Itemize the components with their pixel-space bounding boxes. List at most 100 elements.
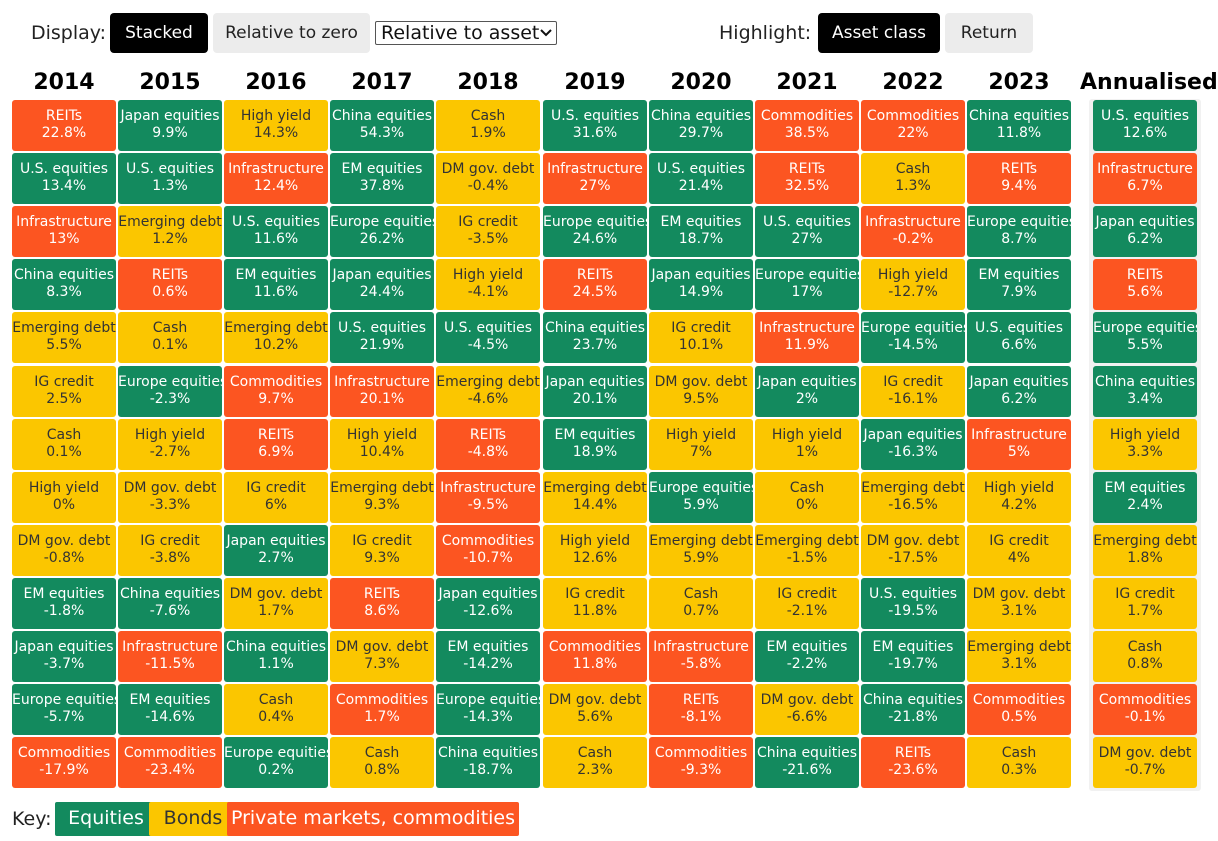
- cell-2014-u-s-equities[interactable]: U.S. equities 13.4%: [12, 153, 116, 204]
- cell-2019-dm-gov-debt[interactable]: DM gov. debt 5.6%: [543, 684, 647, 735]
- cell-2022-japan-equities[interactable]: Japan equities -16.3%: [861, 419, 965, 470]
- cell-2016-ig-credit[interactable]: IG credit 6%: [224, 472, 328, 523]
- stacked-button[interactable]: Stacked: [110, 13, 208, 53]
- cell-2022-china-equities[interactable]: China equities -21.8%: [861, 684, 965, 735]
- cell-2017-high-yield[interactable]: High yield 10.4%: [330, 419, 434, 470]
- cell-2022-dm-gov-debt[interactable]: DM gov. debt -17.5%: [861, 525, 965, 576]
- cell-annualised-japan-equities[interactable]: Japan equities 6.2%: [1093, 206, 1197, 257]
- cell-annualised-reits[interactable]: REITs 5.6%: [1093, 259, 1197, 310]
- cell-annualised-high-yield[interactable]: High yield 3.3%: [1093, 419, 1197, 470]
- cell-2021-high-yield[interactable]: High yield 1%: [755, 419, 859, 470]
- cell-2014-cash[interactable]: Cash 0.1%: [12, 419, 116, 470]
- cell-2021-reits[interactable]: REITs 32.5%: [755, 153, 859, 204]
- cell-2017-u-s-equities[interactable]: U.S. equities 21.9%: [330, 312, 434, 363]
- cell-2023-ig-credit[interactable]: IG credit 4%: [967, 525, 1071, 576]
- cell-2022-europe-equities[interactable]: Europe equities -14.5%: [861, 312, 965, 363]
- cell-2021-dm-gov-debt[interactable]: DM gov. debt -6.6%: [755, 684, 859, 735]
- cell-2020-em-equities[interactable]: EM equities 18.7%: [649, 206, 753, 257]
- cell-2018-high-yield[interactable]: High yield -4.1%: [436, 259, 540, 310]
- cell-2018-infrastructure[interactable]: Infrastructure -9.5%: [436, 472, 540, 523]
- cell-2016-cash[interactable]: Cash 0.4%: [224, 684, 328, 735]
- cell-2022-high-yield[interactable]: High yield -12.7%: [861, 259, 965, 310]
- cell-2015-reits[interactable]: REITs 0.6%: [118, 259, 222, 310]
- cell-2015-ig-credit[interactable]: IG credit -3.8%: [118, 525, 222, 576]
- cell-2022-infrastructure[interactable]: Infrastructure -0.2%: [861, 206, 965, 257]
- cell-2019-high-yield[interactable]: High yield 12.6%: [543, 525, 647, 576]
- cell-2014-emerging-debt[interactable]: Emerging debt 5.5%: [12, 312, 116, 363]
- cell-2014-em-equities[interactable]: EM equities -1.8%: [12, 578, 116, 629]
- cell-2022-emerging-debt[interactable]: Emerging debt -16.5%: [861, 472, 965, 523]
- cell-2016-dm-gov-debt[interactable]: DM gov. debt 1.7%: [224, 578, 328, 629]
- cell-annualised-europe-equities[interactable]: Europe equities 5.5%: [1093, 312, 1197, 363]
- cell-2018-u-s-equities[interactable]: U.S. equities -4.5%: [436, 312, 540, 363]
- cell-2016-japan-equities[interactable]: Japan equities 2.7%: [224, 525, 328, 576]
- cell-2018-china-equities[interactable]: China equities -18.7%: [436, 737, 540, 788]
- cell-2022-u-s-equities[interactable]: U.S. equities -19.5%: [861, 578, 965, 629]
- cell-2022-commodities[interactable]: Commodities 22%: [861, 100, 965, 151]
- cell-2017-cash[interactable]: Cash 0.8%: [330, 737, 434, 788]
- cell-2023-dm-gov-debt[interactable]: DM gov. debt 3.1%: [967, 578, 1071, 629]
- cell-2017-dm-gov-debt[interactable]: DM gov. debt 7.3%: [330, 631, 434, 682]
- asset-class-button[interactable]: Asset class: [818, 13, 940, 53]
- cell-2019-u-s-equities[interactable]: U.S. equities 31.6%: [543, 100, 647, 151]
- cell-2023-china-equities[interactable]: China equities 11.8%: [967, 100, 1071, 151]
- cell-2021-china-equities[interactable]: China equities -21.6%: [755, 737, 859, 788]
- cell-2015-cash[interactable]: Cash 0.1%: [118, 312, 222, 363]
- cell-2018-em-equities[interactable]: EM equities -14.2%: [436, 631, 540, 682]
- cell-2023-emerging-debt[interactable]: Emerging debt 3.1%: [967, 631, 1071, 682]
- cell-2023-commodities[interactable]: Commodities 0.5%: [967, 684, 1071, 735]
- cell-2015-europe-equities[interactable]: Europe equities -2.3%: [118, 366, 222, 417]
- cell-2014-reits[interactable]: REITs 22.8%: [12, 100, 116, 151]
- cell-2020-commodities[interactable]: Commodities -9.3%: [649, 737, 753, 788]
- cell-2023-high-yield[interactable]: High yield 4.2%: [967, 472, 1071, 523]
- cell-2015-u-s-equities[interactable]: U.S. equities 1.3%: [118, 153, 222, 204]
- cell-2022-reits[interactable]: REITs -23.6%: [861, 737, 965, 788]
- cell-2019-reits[interactable]: REITs 24.5%: [543, 259, 647, 310]
- cell-2018-japan-equities[interactable]: Japan equities -12.6%: [436, 578, 540, 629]
- cell-2020-emerging-debt[interactable]: Emerging debt 5.9%: [649, 525, 753, 576]
- cell-annualised-emerging-debt[interactable]: Emerging debt 1.8%: [1093, 525, 1197, 576]
- cell-2019-china-equities[interactable]: China equities 23.7%: [543, 312, 647, 363]
- cell-2015-high-yield[interactable]: High yield -2.7%: [118, 419, 222, 470]
- cell-2017-japan-equities[interactable]: Japan equities 24.4%: [330, 259, 434, 310]
- cell-2017-infrastructure[interactable]: Infrastructure 20.1%: [330, 366, 434, 417]
- cell-2014-dm-gov-debt[interactable]: DM gov. debt -0.8%: [12, 525, 116, 576]
- cell-2020-cash[interactable]: Cash 0.7%: [649, 578, 753, 629]
- cell-2021-japan-equities[interactable]: Japan equities 2%: [755, 366, 859, 417]
- cell-2014-japan-equities[interactable]: Japan equities -3.7%: [12, 631, 116, 682]
- cell-annualised-u-s-equities[interactable]: U.S. equities 12.6%: [1093, 100, 1197, 151]
- cell-2022-em-equities[interactable]: EM equities -19.7%: [861, 631, 965, 682]
- cell-2019-infrastructure[interactable]: Infrastructure 27%: [543, 153, 647, 204]
- cell-annualised-commodities[interactable]: Commodities -0.1%: [1093, 684, 1197, 735]
- cell-2023-europe-equities[interactable]: Europe equities 8.7%: [967, 206, 1071, 257]
- cell-2020-reits[interactable]: REITs -8.1%: [649, 684, 753, 735]
- return-button[interactable]: Return: [945, 13, 1033, 53]
- cell-2021-europe-equities[interactable]: Europe equities 17%: [755, 259, 859, 310]
- cell-2021-ig-credit[interactable]: IG credit -2.1%: [755, 578, 859, 629]
- cell-2014-infrastructure[interactable]: Infrastructure 13%: [12, 206, 116, 257]
- cell-2023-infrastructure[interactable]: Infrastructure 5%: [967, 419, 1071, 470]
- cell-2016-u-s-equities[interactable]: U.S. equities 11.6%: [224, 206, 328, 257]
- relative-to-asset-select[interactable]: Relative to asset: [375, 21, 557, 45]
- cell-2016-em-equities[interactable]: EM equities 11.6%: [224, 259, 328, 310]
- cell-2021-emerging-debt[interactable]: Emerging debt -1.5%: [755, 525, 859, 576]
- cell-annualised-cash[interactable]: Cash 0.8%: [1093, 631, 1197, 682]
- cell-2014-europe-equities[interactable]: Europe equities -5.7%: [12, 684, 116, 735]
- cell-2014-high-yield[interactable]: High yield 0%: [12, 472, 116, 523]
- cell-2016-commodities[interactable]: Commodities 9.7%: [224, 366, 328, 417]
- cell-annualised-em-equities[interactable]: EM equities 2.4%: [1093, 472, 1197, 523]
- cell-2016-europe-equities[interactable]: Europe equities 0.2%: [224, 737, 328, 788]
- cell-2018-cash[interactable]: Cash 1.9%: [436, 100, 540, 151]
- cell-2017-commodities[interactable]: Commodities 1.7%: [330, 684, 434, 735]
- cell-2017-europe-equities[interactable]: Europe equities 26.2%: [330, 206, 434, 257]
- cell-2015-em-equities[interactable]: EM equities -14.6%: [118, 684, 222, 735]
- cell-2016-china-equities[interactable]: China equities 1.1%: [224, 631, 328, 682]
- cell-2020-infrastructure[interactable]: Infrastructure -5.8%: [649, 631, 753, 682]
- cell-2021-cash[interactable]: Cash 0%: [755, 472, 859, 523]
- cell-2021-commodities[interactable]: Commodities 38.5%: [755, 100, 859, 151]
- cell-2018-commodities[interactable]: Commodities -10.7%: [436, 525, 540, 576]
- cell-2016-emerging-debt[interactable]: Emerging debt 10.2%: [224, 312, 328, 363]
- cell-2018-europe-equities[interactable]: Europe equities -14.3%: [436, 684, 540, 735]
- cell-2014-commodities[interactable]: Commodities -17.9%: [12, 737, 116, 788]
- cell-2019-commodities[interactable]: Commodities 11.8%: [543, 631, 647, 682]
